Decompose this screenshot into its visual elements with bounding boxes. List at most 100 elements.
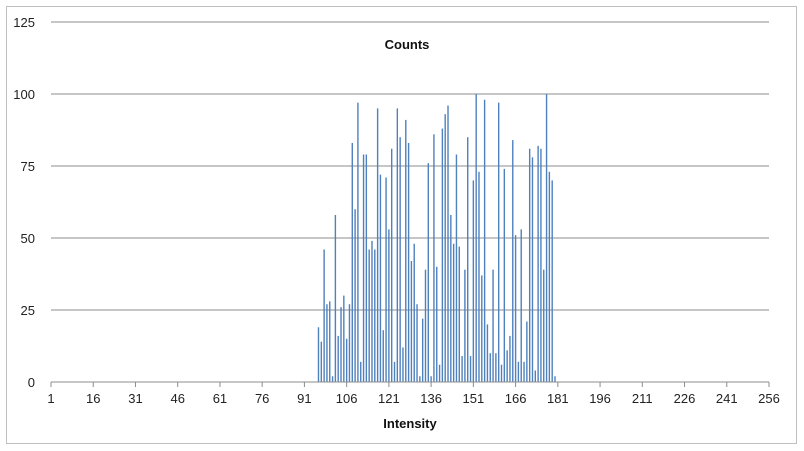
histogram-bar <box>376 108 379 383</box>
histogram-bar <box>467 137 469 382</box>
histogram-bar <box>512 140 514 382</box>
histogram-bar <box>379 174 382 382</box>
histogram-bar <box>393 361 396 382</box>
histogram-bar <box>317 327 320 382</box>
histogram-bar <box>503 168 506 382</box>
histogram-bar <box>368 249 370 382</box>
histogram-bar <box>537 145 539 382</box>
x-tick-label: 166 <box>505 391 527 406</box>
histogram-bar <box>483 99 486 382</box>
histogram-bar <box>461 356 463 382</box>
histogram-bar <box>427 163 430 382</box>
histogram-bar <box>416 304 418 382</box>
x-tick-label: 16 <box>86 391 100 406</box>
histogram-bar <box>326 304 328 382</box>
histogram-bar <box>371 240 373 382</box>
histogram-bar <box>399 137 401 382</box>
histogram-bar <box>534 370 536 382</box>
histogram-bar <box>436 266 438 382</box>
histogram-bar <box>540 148 542 382</box>
histogram-bar <box>543 269 545 382</box>
histogram-bar <box>464 269 466 382</box>
histogram-bar <box>343 295 345 382</box>
histogram-bar <box>340 307 342 382</box>
histogram-bar <box>517 361 520 382</box>
x-tick-label: 1 <box>47 391 54 406</box>
histogram-bar <box>548 171 551 382</box>
histogram-bar <box>523 361 525 382</box>
histogram-bar <box>492 269 494 382</box>
histogram-bar <box>354 209 356 382</box>
histogram-bar <box>554 376 556 382</box>
histogram-bar <box>402 347 404 382</box>
y-tick-label: 125 <box>13 15 35 30</box>
x-tick-label: 106 <box>336 391 358 406</box>
histogram-bar <box>390 148 393 382</box>
chart-title: Counts <box>385 37 430 52</box>
histogram-bar <box>362 154 365 382</box>
x-tick-label: 136 <box>420 391 442 406</box>
x-tick-label: 121 <box>378 391 400 406</box>
axes: 0 25 50 75 100 125 1 16 31 46 61 76 91 106 121 136 151 16… <box>13 15 780 406</box>
histogram-bar <box>396 108 399 383</box>
histogram-bar <box>506 350 508 382</box>
histogram-bar <box>475 94 477 382</box>
histogram-bar <box>329 301 331 382</box>
histogram-bar <box>472 180 475 382</box>
histogram-bar <box>413 243 415 382</box>
histogram-bar <box>520 229 522 382</box>
x-tick-label: 241 <box>716 391 738 406</box>
histogram-bar <box>444 114 446 382</box>
histogram-bar <box>337 335 339 382</box>
histogram-bar <box>360 361 362 382</box>
histogram-bar <box>430 376 432 382</box>
histogram-bar <box>334 214 337 382</box>
x-tick-label: 91 <box>297 391 311 406</box>
histogram-bar <box>410 261 413 382</box>
x-tick-label: 46 <box>170 391 184 406</box>
histogram-bar <box>478 171 480 382</box>
histogram-bar <box>405 119 407 383</box>
histogram-bar <box>385 177 387 382</box>
histogram-bar <box>545 94 548 382</box>
histogram-bar <box>551 180 553 382</box>
chart-frame <box>6 6 797 444</box>
y-tick-label: 75 <box>21 159 35 174</box>
x-axis-title: Intensity <box>383 416 437 431</box>
histogram-bar <box>455 154 458 382</box>
histogram-bar <box>497 102 500 382</box>
histogram-bar <box>438 364 441 382</box>
histogram-bar <box>351 142 353 382</box>
histogram-bar <box>509 335 511 382</box>
histogram-bar <box>374 249 376 382</box>
histogram-bar <box>419 376 421 382</box>
histogram-bar <box>450 214 452 382</box>
y-tick-label: 25 <box>21 303 35 318</box>
gridlines <box>51 21 769 311</box>
histogram-bar <box>441 128 444 382</box>
histogram-bar <box>421 318 424 382</box>
histogram-bar <box>500 364 503 382</box>
x-tick-label: 211 <box>632 391 653 406</box>
x-tick-label: 61 <box>213 391 227 406</box>
histogram-bar <box>365 154 368 382</box>
x-tick-label: 76 <box>255 391 269 406</box>
histogram-bar <box>469 356 472 382</box>
histogram-bar <box>323 249 325 382</box>
histogram-bar <box>433 134 435 382</box>
histogram-bar <box>486 324 489 382</box>
histogram-bar <box>528 148 531 382</box>
histogram-bar <box>447 105 449 383</box>
histogram-bar <box>345 338 348 382</box>
histogram-bar <box>514 235 517 382</box>
histogram-bar <box>458 246 460 382</box>
histogram-bar <box>407 142 410 382</box>
histogram-bar <box>531 157 534 382</box>
histogram-bar <box>348 304 351 382</box>
histogram-bar <box>320 341 323 382</box>
histogram-bar <box>489 353 491 382</box>
histogram-bar <box>331 376 334 382</box>
y-tick-label: 50 <box>21 231 35 246</box>
histogram-bar <box>495 353 497 382</box>
